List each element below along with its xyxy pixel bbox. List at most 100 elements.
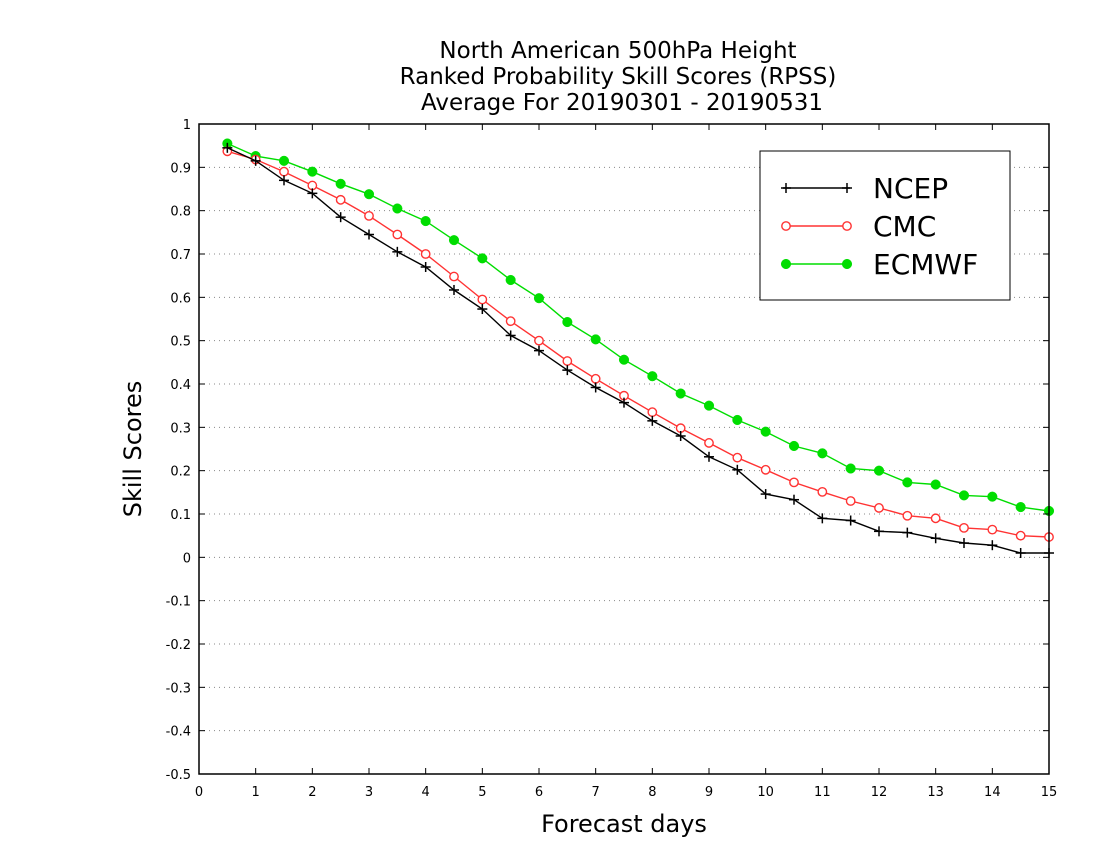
data-point-ncep	[505, 330, 516, 341]
data-point-ecmwf	[448, 235, 460, 246]
x-tick-label: 5	[478, 785, 486, 800]
y-tick-label: 0.8	[170, 205, 191, 220]
y-tick-label: 0.7	[170, 248, 191, 263]
data-point-ncep	[789, 494, 799, 505]
y-tick-label: 0.6	[170, 291, 191, 306]
data-point-ncep	[930, 533, 941, 544]
data-point-ecmwf	[335, 178, 346, 189]
y-tick-label: -0.4	[166, 725, 191, 740]
data-point-ncep	[845, 515, 856, 526]
data-point-ncep	[704, 451, 714, 462]
data-point-ecmwf	[477, 253, 488, 264]
y-tick-label: 0.9	[170, 161, 191, 176]
data-point-cmc	[477, 294, 488, 305]
data-point-ecmwf	[307, 166, 318, 177]
x-tick-label: 7	[592, 785, 600, 800]
data-point-ecmwf	[760, 426, 771, 437]
data-point-cmc	[704, 438, 714, 448]
x-tick-label: 9	[705, 785, 713, 800]
data-point-ecmwf	[987, 491, 998, 502]
data-point-ecmwf	[902, 477, 913, 488]
x-tick-label: 11	[814, 785, 831, 800]
data-point-cmc	[534, 335, 544, 346]
x-tick-label: 8	[648, 785, 656, 800]
y-tick-label: -0.3	[166, 681, 191, 696]
y-tick-label: 0.4	[170, 378, 191, 393]
data-point-cmc	[902, 510, 913, 521]
y-tick-label: 0	[183, 551, 191, 566]
legend-marker-cmc-start	[781, 221, 791, 231]
x-tick-label: 0	[195, 785, 203, 800]
data-point-ncep	[477, 304, 488, 315]
legend-label-ecmwf: ECMWF	[873, 248, 978, 281]
data-point-ncep	[675, 431, 686, 441]
data-point-ecmwf	[817, 448, 828, 459]
data-point-cmc	[930, 513, 941, 524]
y-tick-label: 0.3	[170, 421, 191, 436]
x-tick-label: 12	[871, 785, 888, 800]
data-point-cmc	[874, 503, 884, 513]
chart-title-line-3: Average For 20190301 - 20190531	[421, 90, 823, 116]
data-point-cmc	[647, 407, 658, 418]
data-point-ncep	[307, 188, 318, 199]
data-point-cmc	[392, 229, 403, 240]
data-point-ncep	[760, 489, 771, 500]
data-point-ecmwf	[845, 463, 856, 474]
data-point-cmc	[279, 166, 289, 177]
x-tick-label: 15	[1041, 785, 1058, 800]
chart-title-line-2: Ranked Probability Skill Scores (RPSS)	[400, 64, 837, 90]
data-point-ncep	[987, 540, 998, 551]
data-point-cmc	[1015, 530, 1026, 541]
data-point-cmc	[817, 486, 828, 497]
data-point-ecmwf	[703, 400, 715, 411]
y-tick-label: 0.2	[170, 465, 191, 480]
x-tick-label: 6	[535, 785, 543, 800]
data-point-ecmwf	[930, 479, 941, 490]
y-tick-label: 0.5	[170, 335, 191, 350]
data-point-ecmwf	[618, 354, 630, 365]
data-point-ncep	[647, 415, 658, 426]
data-point-ncep	[590, 382, 601, 393]
data-point-ecmwf	[873, 465, 885, 476]
data-point-ncep	[562, 365, 573, 376]
data-point-cmc	[505, 316, 516, 327]
x-tick-label: 2	[308, 785, 316, 800]
data-point-cmc	[590, 373, 601, 384]
data-point-ecmwf	[1015, 502, 1026, 513]
data-point-cmc	[449, 271, 459, 282]
data-point-cmc	[987, 524, 998, 535]
data-point-ncep	[420, 262, 431, 272]
x-tick-label: 10	[757, 785, 774, 800]
data-point-ncep	[1015, 548, 1026, 558]
x-axis-ticks: 0 1 2 3 4 5 6 7 8 9 10 11 12 13 14 15	[195, 124, 1057, 800]
chart-title-line-1: North American 500hPa Height	[439, 38, 796, 64]
data-point-cmc	[562, 356, 573, 366]
data-point-ncep	[732, 464, 743, 475]
grid-lines	[199, 166, 1049, 732]
y-tick-label: 1	[183, 118, 191, 133]
x-tick-label: 14	[984, 785, 1001, 800]
y-tick-label: -0.1	[166, 595, 191, 610]
data-point-ecmwf	[363, 189, 375, 200]
data-point-cmc	[732, 452, 743, 463]
data-point-ecmwf	[590, 334, 601, 345]
legend-marker-cmc-end	[842, 221, 852, 231]
legend-label-ncep: NCEP	[873, 172, 948, 205]
data-point-ecmwf	[675, 388, 686, 399]
data-point-ncep	[959, 538, 969, 549]
data-point-ncep	[392, 246, 403, 257]
legend-marker-ecmwf-end	[841, 258, 853, 270]
y-tick-label: -0.5	[166, 768, 191, 783]
series-ncep	[222, 142, 1054, 558]
data-point-ecmwf	[533, 293, 545, 304]
y-axis-ticks: -0.5 -0.4 -0.3 -0.2 -0.1 0 0.1 0.2 0.3 0.4 0.5 0.6 0…	[166, 118, 1049, 783]
data-point-ecmwf	[732, 414, 743, 426]
data-point-ncep	[874, 526, 884, 537]
x-tick-label: 3	[365, 785, 373, 800]
data-point-cmc	[760, 464, 771, 475]
data-point-cmc	[959, 522, 969, 533]
series-ecmwf	[222, 138, 1055, 517]
x-tick-label: 4	[422, 785, 430, 800]
legend: NCEP CMC ECMWF	[759, 150, 1011, 301]
